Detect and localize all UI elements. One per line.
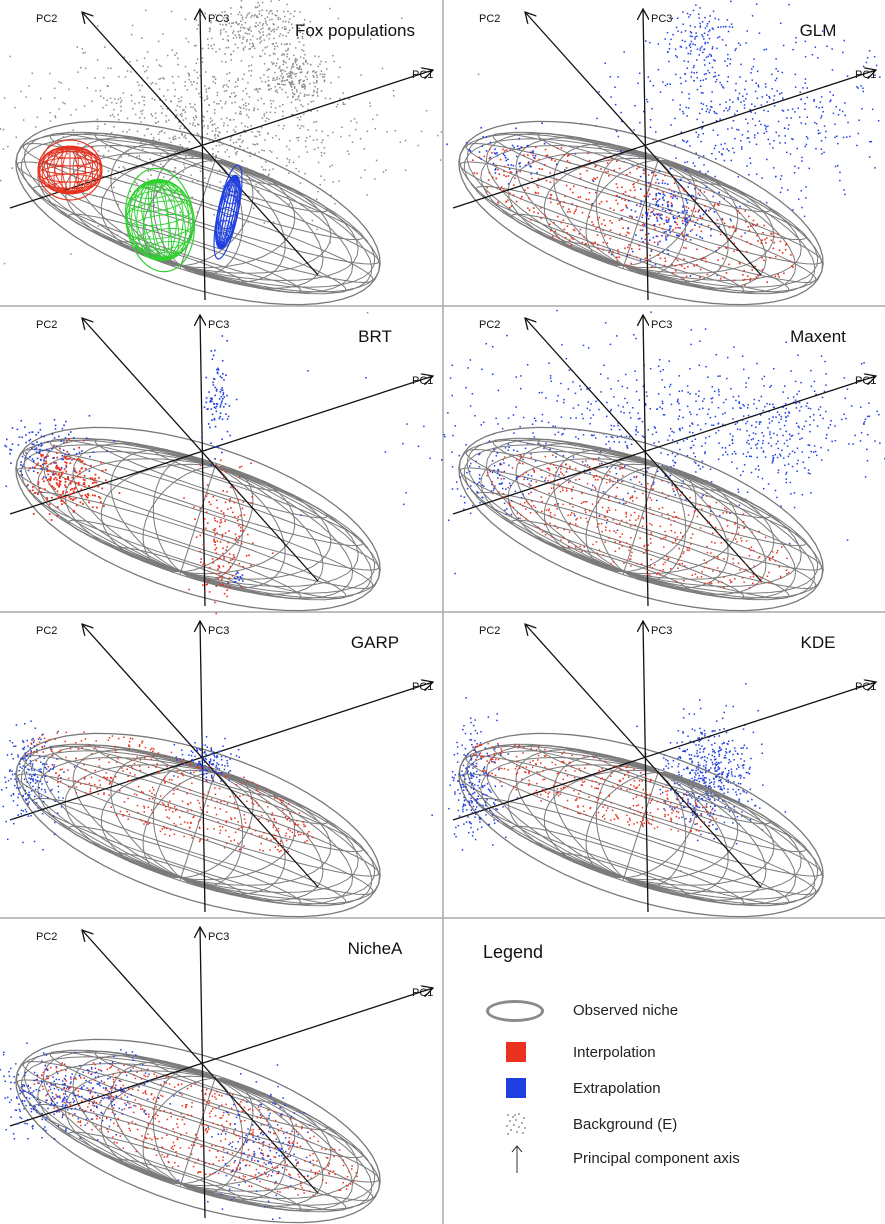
pc1-axis-label: PC1	[412, 375, 433, 387]
legend-item-pc-axis: Principal component axis	[443, 1145, 885, 1176]
interpolation-points	[33, 1062, 358, 1196]
panel-title: Fox populations	[295, 21, 415, 40]
legend-label: Observed niche	[573, 1002, 679, 1019]
pc2-axis-label: PC2	[479, 13, 500, 25]
pc3-axis-label: PC3	[651, 13, 672, 25]
extrapolation-points	[744, 368, 827, 545]
interpolation-points	[183, 459, 274, 615]
extrapolation-points	[592, 150, 741, 277]
pc1-axis-line	[9, 376, 433, 515]
pc3-axis-label: PC3	[208, 319, 229, 331]
panel-fox: PC1 PC2 PC3 Fox populations	[0, 0, 480, 314]
pc1-axis-label: PC1	[412, 681, 433, 693]
pc1-axis-label: PC1	[412, 69, 433, 81]
pc3-axis-label: PC3	[651, 319, 672, 331]
panel-kde: PC1 PC2 PC3 KDE	[431, 621, 876, 918]
legend-item-observed-niche: Observed niche	[443, 998, 885, 1028]
panel-title: Maxent	[790, 327, 846, 346]
pc2-axis-line	[525, 624, 762, 888]
legend-label: Interpolation	[573, 1044, 656, 1061]
pc3-axis-line	[200, 927, 205, 1219]
pc1-axis-line	[452, 682, 876, 821]
legend-item-background: Background (E)	[443, 1112, 885, 1142]
interpolation-points	[472, 146, 794, 287]
extrapolation-points	[429, 440, 546, 521]
extrapolation-points	[177, 1064, 312, 1220]
pc1-axis-line	[9, 70, 433, 209]
legend-item-extrapolation: Extrapolation	[443, 1076, 885, 1106]
red-square-icon	[506, 1042, 526, 1062]
pc2-axis-label: PC2	[479, 625, 500, 637]
legend-item-interpolation: Interpolation	[443, 1040, 885, 1070]
ellipse-outline-icon	[486, 1000, 544, 1022]
legend-label: Background (E)	[573, 1116, 678, 1133]
pc2-axis-label: PC2	[36, 319, 57, 331]
panel-title: GARP	[351, 633, 399, 652]
pc3-axis-label: PC3	[208, 13, 229, 25]
interpolation-points	[27, 731, 314, 853]
pc3-axis-line	[643, 621, 648, 913]
pc1-axis-label: PC1	[855, 681, 876, 693]
blue-square-icon	[506, 1078, 526, 1098]
arrow-up-icon	[511, 1145, 523, 1173]
background-points	[193, 0, 318, 67]
pc2-axis-line	[82, 318, 319, 582]
extrapolation-points	[4, 415, 115, 488]
extrapolation-points	[504, 3, 881, 277]
pc1-axis-line	[452, 376, 876, 515]
pc1-axis-line	[9, 682, 433, 821]
pc2-axis-line	[525, 318, 762, 582]
pc2-axis-line	[525, 12, 762, 276]
pc1-axis-line	[452, 70, 876, 209]
panel-garp: PC1 PC2 PC3 GARP	[1, 621, 433, 918]
pc1-axis-line	[9, 988, 433, 1127]
gray-dots-icon	[506, 1113, 526, 1135]
legend-title: Legend	[483, 942, 544, 962]
pc3-axis-line	[200, 9, 205, 301]
panel-nichea: PC1 PC2 PC3 NicheA	[0, 927, 433, 1224]
legend-label: Principal component axis	[573, 1150, 740, 1167]
background-points	[0, 6, 480, 314]
panel-maxent: PC1 PC2 PC3 Maxent	[300, 309, 885, 612]
pc1-axis-label: PC1	[855, 375, 876, 387]
extrapolation-points	[201, 335, 238, 466]
extrapolation-points	[446, 122, 558, 185]
pc2-axis-line	[82, 12, 319, 276]
panel-title: BRT	[358, 327, 392, 346]
legend-label: Extrapolation	[573, 1080, 661, 1097]
extrapolation-points	[227, 571, 244, 584]
pc2-axis-line	[82, 624, 319, 888]
pc3-axis-line	[643, 315, 648, 607]
pc3-axis-line	[200, 315, 205, 607]
extrapolation-points	[0, 1042, 220, 1141]
extrapolation-points	[300, 309, 885, 575]
panel-title: NicheA	[348, 939, 403, 958]
interpolation-points	[486, 454, 790, 589]
pc3-axis-label: PC3	[208, 625, 229, 637]
pc3-axis-label: PC3	[208, 931, 229, 943]
interpolation-points	[27, 438, 121, 521]
panel-title: GLM	[800, 21, 837, 40]
pc2-axis-label: PC2	[36, 13, 57, 25]
population-ellipsoids	[37, 139, 243, 273]
pc2-axis-label: PC2	[479, 319, 500, 331]
pc2-axis-label: PC2	[36, 625, 57, 637]
panel-brt: PC1 PC2 PC3 BRT	[4, 315, 433, 615]
extrapolation-points	[1, 720, 76, 851]
panel-title: KDE	[801, 633, 836, 652]
pc3-axis-label: PC3	[651, 625, 672, 637]
extrapolation-points	[173, 736, 240, 782]
pc3-axis-line	[643, 9, 648, 301]
panel-glm: PC1 PC2 PC3 GLM	[446, 0, 881, 306]
interpolation-points	[472, 742, 717, 832]
background-points	[247, 49, 334, 116]
extrapolation-points	[649, 0, 737, 85]
pc2-axis-label: PC2	[36, 931, 57, 943]
pc1-axis-label: PC1	[855, 69, 876, 81]
legend: Legend Observed niche Interpolation Extr…	[443, 916, 885, 1224]
extrapolation-points	[431, 697, 518, 851]
pc1-axis-label: PC1	[412, 987, 433, 999]
